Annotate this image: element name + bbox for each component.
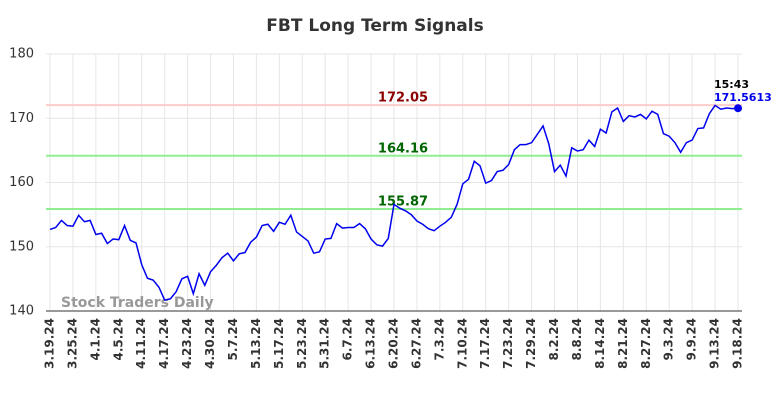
x-tick-label: 6.13.24 [364,318,378,369]
x-tick-label: 9.18.24 [731,318,745,369]
last-point [734,104,742,113]
level-label: 172.05 [378,91,428,106]
x-tick-label: 8.2.24 [547,318,561,361]
x-tick-label: 9.9.24 [685,318,699,361]
x-tick-label: 5.17.24 [272,318,286,369]
x-tick-label: 9.3.24 [662,318,676,361]
x-tick-label: 4.17.24 [157,318,171,369]
y-tick-label: 180 [9,47,34,62]
x-tick-label: 6.27.24 [409,318,423,369]
x-tick-label: 6.7.24 [341,318,355,361]
x-tick-label: 3.25.24 [65,318,79,369]
x-tick-label: 7.23.24 [501,318,515,369]
x-tick-label: 7.29.24 [524,318,538,369]
y-tick-label: 160 [9,175,34,190]
price-line [49,104,739,301]
x-tick-label: 3.19.24 [43,318,57,369]
y-tick-label: 170 [9,111,34,126]
x-tick-label: 6.20.24 [387,318,401,369]
time-label: 15:43 [714,78,749,91]
x-tick-label: 4.5.24 [111,318,125,361]
x-tick-label: 5.13.24 [249,318,263,369]
x-tick-label: 4.30.24 [203,318,217,369]
last-value-label: 171.5613 [714,91,772,104]
level-label: 164.16 [378,141,428,156]
x-tick-label: 5.23.24 [295,318,309,369]
y-tick-label: 140 [9,304,34,319]
x-tick-label: 9.13.24 [708,318,722,369]
x-tick-label: 7.17.24 [478,318,492,369]
x-tick-label: 8.27.24 [639,318,653,369]
x-tick-label: 5.31.24 [318,318,332,369]
x-tick-label: 7.10.24 [455,318,469,369]
x-tick-label: 5.7.24 [226,318,240,361]
x-tick-label: 4.11.24 [134,318,148,369]
x-tick-label: 8.8.24 [570,318,584,361]
level-label: 155.87 [378,195,428,210]
x-tick-label: 7.3.24 [432,318,446,361]
x-tick-label: 4.23.24 [180,318,194,369]
x-tick-label: 8.14.24 [593,318,607,369]
y-tick-label: 150 [9,239,34,254]
watermark: Stock Traders Daily [61,295,214,311]
chart-title: FBT Long Term Signals [266,16,483,36]
x-tick-label: 8.21.24 [616,318,630,369]
x-tick-label: 4.1.24 [88,318,102,361]
